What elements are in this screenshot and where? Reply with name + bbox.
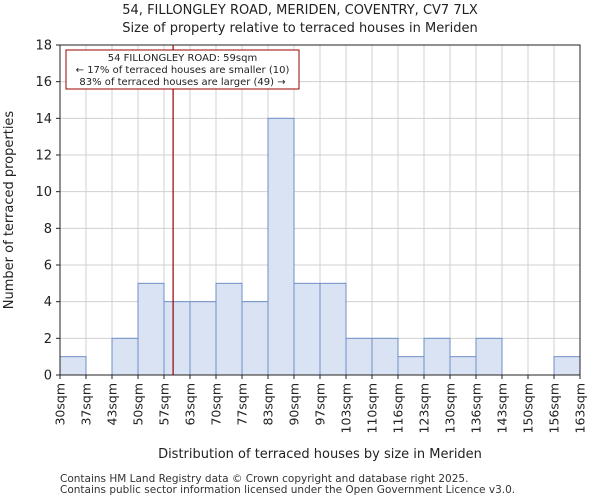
- x-tick-label: 77sqm: [235, 383, 250, 426]
- histogram-bar: [163, 301, 191, 376]
- annotation-line: 54 FILLONGLEY ROAD: 59sqm: [108, 53, 257, 64]
- y-axis-label: Number of terraced properties: [2, 111, 17, 310]
- histogram-bar: [553, 356, 581, 376]
- x-tick-label: 70sqm: [209, 383, 224, 426]
- histogram-bar: [293, 282, 321, 376]
- histogram-bar: [59, 356, 87, 376]
- histogram-bar: [345, 337, 373, 376]
- y-tick-label: 14: [35, 112, 52, 127]
- histogram-bar: [423, 337, 451, 376]
- chart-subtitle: Size of property relative to terraced ho…: [122, 21, 478, 36]
- x-tick-label: 110sqm: [365, 383, 380, 433]
- footer-line-1: Contains HM Land Registry data © Crown c…: [60, 473, 469, 485]
- histogram-bar: [215, 282, 243, 376]
- x-tick-label: 136sqm: [469, 383, 484, 433]
- chart-title: 54, FILLONGLEY ROAD, MERIDEN, COVENTRY, …: [122, 3, 478, 18]
- histogram-bar: [241, 301, 269, 376]
- x-tick-label: 97sqm: [313, 383, 328, 426]
- y-tick-label: 18: [35, 39, 52, 54]
- x-tick-label: 103sqm: [339, 383, 354, 433]
- histogram-bar: [371, 337, 399, 376]
- annotation-line: ← 17% of terraced houses are smaller (10…: [76, 65, 290, 76]
- footer-line-2: Contains public sector information licen…: [60, 484, 516, 496]
- x-tick-label: 63sqm: [183, 383, 198, 426]
- annotation-line: 83% of terraced houses are larger (49) →: [79, 77, 285, 88]
- y-tick-label: 4: [44, 295, 52, 310]
- x-tick-label: 50sqm: [131, 383, 146, 426]
- histogram-bar: [189, 301, 217, 376]
- x-tick-label: 37sqm: [79, 383, 94, 426]
- histogram-chart: 0 2 4 6 8 10 12 14 16 18 30sqm 37sqm 43sqm 50sqm 57sqm…: [2, 39, 588, 463]
- histogram-bar: [267, 117, 295, 376]
- x-tick-label: 130sqm: [443, 383, 458, 433]
- y-tick-label: 2: [44, 332, 52, 347]
- histogram-bar: [397, 356, 425, 376]
- y-tick-label: 8: [44, 222, 52, 237]
- histogram-bar: [475, 337, 503, 376]
- x-tick-label: 116sqm: [391, 383, 406, 433]
- x-tick-label: 30sqm: [53, 383, 68, 426]
- x-tick-label: 150sqm: [521, 383, 536, 433]
- y-tick-label: 12: [35, 149, 52, 164]
- x-tick-label: 83sqm: [261, 383, 276, 426]
- y-tick-label: 6: [44, 259, 52, 274]
- y-tick-label: 16: [35, 75, 52, 90]
- x-tick-label: 90sqm: [287, 383, 302, 426]
- x-axis-label: Distribution of terraced houses by size …: [158, 447, 482, 462]
- y-tick-label: 0: [44, 369, 52, 384]
- histogram-bar: [137, 282, 165, 376]
- x-tick-label: 123sqm: [417, 383, 432, 433]
- y-tick-label: 10: [35, 185, 52, 200]
- x-tick-label: 163sqm: [573, 383, 588, 433]
- x-tick-label: 143sqm: [495, 383, 510, 433]
- histogram-bar: [449, 356, 477, 376]
- x-tick-label: 156sqm: [547, 383, 562, 433]
- histogram-bar: [319, 282, 347, 376]
- x-tick-label: 43sqm: [105, 383, 120, 426]
- histogram-bar: [111, 337, 139, 376]
- x-tick-label: 57sqm: [157, 383, 172, 426]
- annotation-box: [65, 49, 300, 90]
